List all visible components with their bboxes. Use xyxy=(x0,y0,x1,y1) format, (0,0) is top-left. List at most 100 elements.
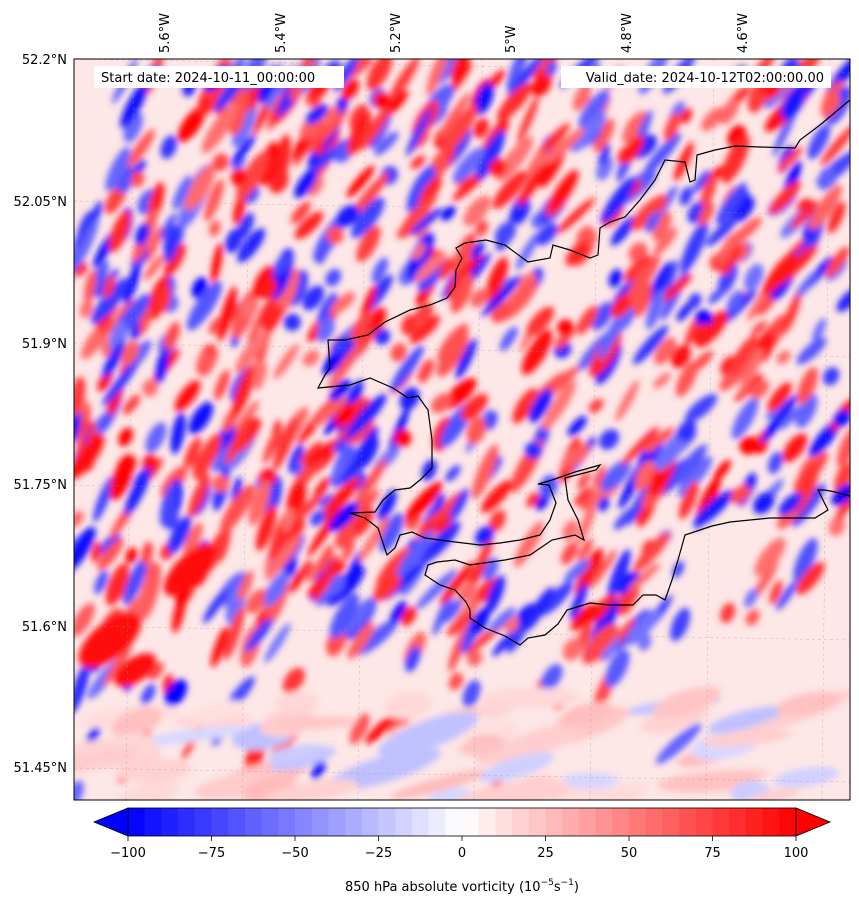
vorticity-blob xyxy=(790,200,818,229)
vorticity-blob xyxy=(125,340,152,371)
vorticity-blob xyxy=(506,625,527,654)
lat-label: 51.75°N xyxy=(14,478,67,493)
vorticity-blob xyxy=(409,315,441,344)
vorticity-blob xyxy=(237,570,254,602)
vorticity-blob xyxy=(529,59,559,77)
vorticity-blob xyxy=(346,393,387,439)
vorticity-blob xyxy=(600,459,631,492)
vorticity-blob xyxy=(708,285,728,305)
vorticity-blob xyxy=(370,307,387,332)
vorticity-blob xyxy=(722,243,742,277)
vorticity-blob xyxy=(302,285,325,311)
vorticity-blob xyxy=(570,603,597,631)
vorticity-blob xyxy=(103,275,115,299)
vorticity-blob xyxy=(655,274,693,307)
vorticity-blob xyxy=(329,502,359,532)
vorticity-blob xyxy=(701,107,725,131)
vorticity-blob xyxy=(208,220,221,237)
vorticity-blob xyxy=(587,782,648,800)
vorticity-blob xyxy=(714,248,732,265)
vorticity-blob xyxy=(204,178,225,222)
vorticity-blob xyxy=(172,175,192,211)
vorticity-field xyxy=(74,59,850,800)
vorticity-blob xyxy=(102,359,140,406)
vorticity-blob xyxy=(212,153,229,172)
vorticity-blob xyxy=(558,702,613,728)
vorticity-blob xyxy=(201,102,238,154)
vorticity-blob xyxy=(730,216,763,246)
vorticity-blob xyxy=(631,194,668,231)
vorticity-blob xyxy=(373,92,391,110)
vorticity-blob xyxy=(470,241,485,260)
vorticity-blob xyxy=(304,439,338,468)
vorticity-blob xyxy=(654,337,677,365)
vorticity-blob xyxy=(237,228,266,263)
vorticity-blob xyxy=(265,779,359,800)
vorticity-blob xyxy=(265,534,302,581)
vorticity-blob xyxy=(471,444,499,500)
vorticity-blob xyxy=(74,602,95,637)
vorticity-blob xyxy=(428,786,471,800)
colorbar-step xyxy=(311,808,329,836)
vorticity-blob xyxy=(590,549,617,588)
vorticity-blob xyxy=(488,607,516,633)
vorticity-blob xyxy=(127,129,155,168)
vorticity-blob xyxy=(474,82,494,115)
vorticity-blob xyxy=(294,211,324,240)
vorticity-blob xyxy=(634,287,652,318)
vorticity-blob xyxy=(118,427,134,447)
lat-label: 51.6°N xyxy=(22,620,67,635)
vorticity-blob xyxy=(750,379,770,399)
vorticity-blob xyxy=(155,347,169,384)
vorticity-blob xyxy=(499,326,518,351)
vorticity-blob xyxy=(100,532,121,556)
vorticity-blob xyxy=(489,158,507,177)
vorticity-blob xyxy=(289,567,307,593)
vorticity-blob xyxy=(820,92,841,118)
vorticity-blob xyxy=(643,132,682,176)
vorticity-blob xyxy=(405,645,421,673)
colorbar-step xyxy=(411,808,430,836)
vorticity-blob xyxy=(97,538,124,571)
vorticity-blob xyxy=(91,277,129,325)
vorticity-blob xyxy=(561,541,579,565)
vorticity-blob xyxy=(410,207,442,236)
vorticity-blob xyxy=(273,254,292,276)
vorticity-blob xyxy=(418,176,442,207)
vorticity-blob xyxy=(141,541,153,565)
vorticity-blob xyxy=(316,317,335,343)
vorticity-blob xyxy=(353,458,388,507)
colorbar-step xyxy=(729,808,747,836)
vorticity-blob xyxy=(327,748,441,791)
vorticity-blob xyxy=(396,218,420,239)
vorticity-blob xyxy=(745,788,801,800)
vorticity-blob xyxy=(316,544,334,574)
vorticity-blob xyxy=(373,572,402,602)
vorticity-blob xyxy=(652,211,672,242)
colorbar-step xyxy=(578,808,597,836)
vorticity-blob xyxy=(346,165,375,198)
colorbar-step xyxy=(128,808,146,836)
vorticity-blob xyxy=(578,89,610,129)
vorticity-blob xyxy=(598,310,625,361)
lon-label: 5.6°W xyxy=(158,13,173,53)
vorticity-blob xyxy=(512,388,538,424)
vorticity-blob xyxy=(833,409,850,427)
vorticity-blob xyxy=(414,251,447,283)
vorticity-blob xyxy=(359,105,391,151)
vorticity-blob xyxy=(186,281,222,331)
vorticity-blob xyxy=(572,82,592,112)
vorticity-blob xyxy=(517,95,539,143)
colorbar-step xyxy=(161,808,179,836)
vorticity-blob xyxy=(299,441,323,465)
vorticity-blob xyxy=(412,242,426,261)
vorticity-blob xyxy=(449,488,469,522)
vorticity-blob xyxy=(145,561,160,581)
vorticity-blob xyxy=(426,59,450,96)
vorticity-blob xyxy=(208,317,223,335)
vorticity-blob xyxy=(263,571,289,607)
vorticity-blob xyxy=(531,74,552,97)
vorticity-blob xyxy=(542,380,577,431)
vorticity-blob xyxy=(527,150,549,177)
vorticity-blob xyxy=(544,127,585,164)
